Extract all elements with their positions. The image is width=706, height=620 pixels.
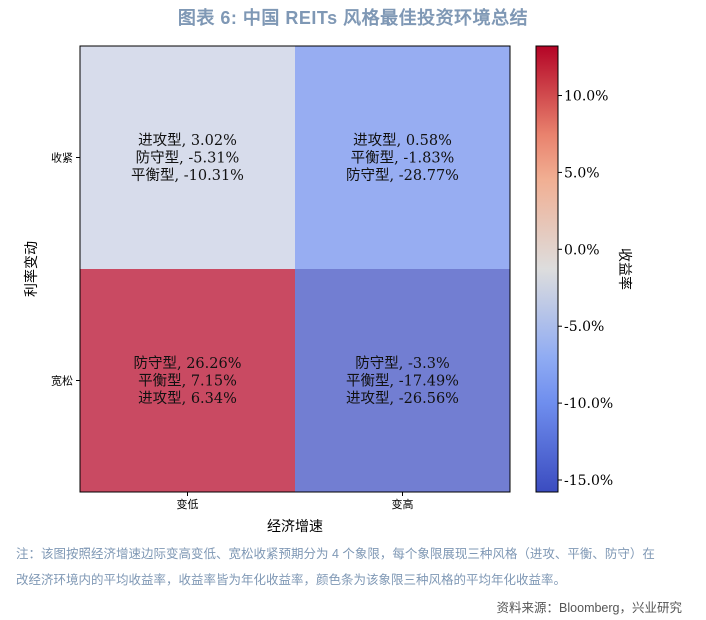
heatmap-chart: 进攻型, 3.02%防守型, -5.31%平衡型, -10.31% 进攻型, 0.… (23, 45, 633, 535)
plot-frame (79, 45, 511, 493)
colorbar-tick-label: 0.0% (564, 242, 600, 258)
cell-label: 平衡型, -17.49% (346, 373, 459, 390)
x-tick-label: 变低 (177, 497, 199, 511)
heatmap-cell (295, 269, 510, 492)
y-tick-label: 宽松 (51, 374, 73, 388)
cell-label: 平衡型, 7.15% (138, 373, 237, 390)
chart-note-line-2: 改经济环境内的平均收益率，收益率皆为年化收益率，颜色条为该象限三种风格的平均年化… (16, 573, 567, 587)
y-axis-title: 利率变动 (23, 241, 40, 297)
cell-label: 平衡型, -10.31% (131, 167, 244, 184)
x-tick-label: 变高 (392, 497, 414, 511)
heatmap-cell (80, 269, 295, 492)
colorbar-label: 收益率 (616, 248, 633, 290)
colorbar (535, 45, 559, 493)
chart-note-line-1: 注：该图按照经济增速边际变高变低、宽松收紧预期分为 4 个象限，每个象限展现三种… (16, 547, 655, 561)
colorbar-tick-label: 5.0% (564, 165, 600, 181)
cell-label: 防守型, -3.3% (355, 355, 449, 372)
chart-title: 图表 6: 中国 REITs 风格最佳投资环境总结 (177, 8, 529, 28)
colorbar-tick-label: -5.0% (564, 319, 604, 335)
cell-label: 进攻型, -26.56% (346, 390, 459, 407)
cell-label: 防守型, -28.77% (346, 167, 459, 184)
colorbar-tick-label: 10.0% (564, 89, 608, 105)
heatmap-cell (295, 46, 510, 269)
colorbar-tick-label: -15.0% (564, 473, 613, 489)
heatmap-cell (80, 46, 295, 269)
cell-label: 平衡型, -1.83% (351, 150, 455, 167)
cell-label: 进攻型, 0.58% (353, 132, 452, 149)
cell-label: 进攻型, 6.34% (138, 390, 237, 407)
x-axis-title: 经济增速 (267, 519, 323, 535)
cell-label: 进攻型, 3.02% (138, 132, 237, 149)
colorbar-tick-label: -10.0% (564, 396, 613, 412)
cell-label: 防守型, 26.26% (133, 355, 241, 372)
cell-label: 防守型, -5.31% (136, 150, 240, 167)
chart-source: 资料来源：Bloomberg，兴业研究 (496, 601, 682, 615)
y-tick-label: 收紧 (51, 151, 73, 165)
